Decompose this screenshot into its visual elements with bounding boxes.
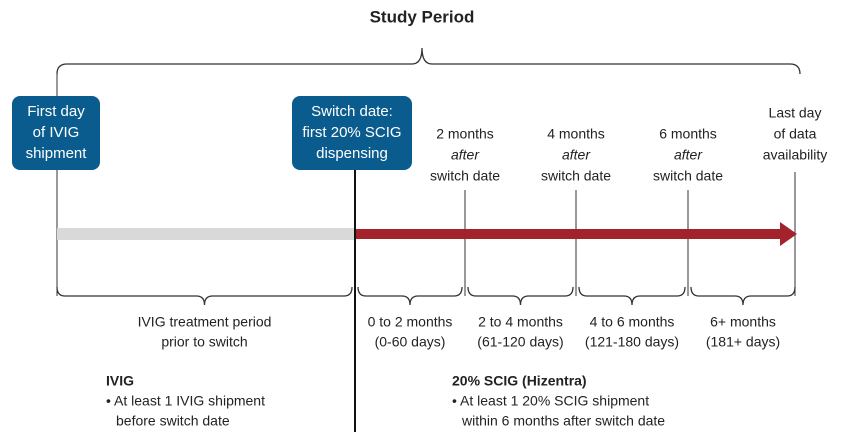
period-label: (0-60 days) (375, 334, 446, 350)
study-brace (56, 47, 801, 75)
box-label: first 20% SCIG (302, 124, 401, 141)
period-label: 2 to 4 months (478, 314, 563, 330)
period-brace (467, 286, 574, 306)
title: Study Period (370, 7, 475, 26)
box-label: First day (27, 103, 85, 120)
box-label: of IVIG (33, 124, 80, 141)
period-label: (121-180 days) (585, 334, 679, 350)
milestone-label: 6 months (659, 126, 717, 142)
regimen-bullet: before switch date (116, 413, 230, 429)
milestone-label: 2 months (436, 126, 494, 142)
milestone-label: after (674, 147, 703, 163)
period-label: 4 to 6 months (590, 314, 675, 330)
regimen-bullet: within 6 months after switch date (461, 413, 665, 429)
period-brace (56, 286, 353, 306)
milestone-label: switch date (653, 168, 723, 184)
regimen-title: 20% SCIG (Hizentra) (452, 373, 587, 389)
box-label: Switch date: (311, 103, 393, 120)
period-label: IVIG treatment period (138, 314, 272, 330)
period-label: prior to switch (161, 334, 247, 350)
regimen-title: IVIG (106, 373, 134, 389)
milestone-label: availability (763, 147, 828, 163)
period-brace (578, 286, 686, 306)
period-label: (61-120 days) (477, 334, 563, 350)
box (12, 96, 100, 170)
box-label: dispensing (316, 145, 388, 162)
milestone-label: after (451, 147, 480, 163)
arrow-head (780, 222, 797, 246)
milestone-label: switch date (541, 168, 611, 184)
period-label: 6+ months (710, 314, 776, 330)
regimen-bullet: • At least 1 20% SCIG shipment (452, 393, 649, 409)
milestone-label: of data (774, 126, 817, 142)
period-label: (181+ days) (706, 334, 780, 350)
scig-bar (355, 229, 783, 239)
ivig-bar (57, 228, 355, 240)
period-brace (357, 286, 463, 306)
period-label: 0 to 2 months (368, 314, 453, 330)
box-label: shipment (26, 145, 88, 162)
regimen-bullet: • At least 1 IVIG shipment (106, 393, 265, 409)
labels: First day of IVIG shipment Switch date: firs… (26, 103, 828, 429)
box (292, 96, 412, 170)
milestone-label: Last day (769, 105, 822, 121)
milestone-label: after (562, 147, 591, 163)
milestone-label: switch date (430, 168, 500, 184)
period-brace (690, 286, 796, 306)
milestone-label: 4 months (547, 126, 605, 142)
